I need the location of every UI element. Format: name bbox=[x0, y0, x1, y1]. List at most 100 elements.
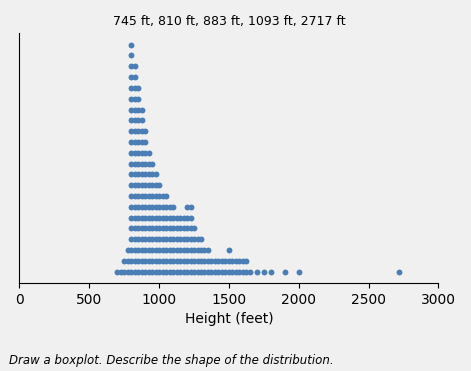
Point bbox=[159, 226, 166, 232]
Point bbox=[183, 247, 191, 253]
Point bbox=[127, 74, 135, 80]
Point bbox=[127, 128, 135, 134]
Point bbox=[155, 204, 163, 210]
Point bbox=[131, 247, 138, 253]
Point bbox=[127, 182, 135, 188]
Point bbox=[121, 258, 128, 264]
Point bbox=[138, 204, 146, 210]
Point bbox=[152, 236, 159, 242]
Point bbox=[260, 269, 268, 275]
Point bbox=[152, 204, 159, 210]
Point bbox=[218, 269, 226, 275]
Point bbox=[187, 204, 194, 210]
Point bbox=[228, 269, 236, 275]
Point bbox=[138, 193, 146, 199]
Point bbox=[152, 171, 159, 177]
Point bbox=[127, 106, 135, 112]
Point bbox=[253, 269, 260, 275]
Point bbox=[148, 269, 156, 275]
Point bbox=[131, 161, 138, 167]
Point bbox=[134, 236, 142, 242]
Point bbox=[145, 258, 153, 264]
Point bbox=[180, 236, 187, 242]
Point bbox=[127, 161, 135, 167]
Point bbox=[187, 215, 194, 221]
Point bbox=[176, 226, 184, 232]
Point bbox=[131, 128, 138, 134]
Point bbox=[152, 269, 159, 275]
Point bbox=[215, 269, 222, 275]
Point bbox=[131, 258, 138, 264]
Point bbox=[131, 139, 138, 145]
Point bbox=[190, 269, 198, 275]
X-axis label: Height (feet): Height (feet) bbox=[185, 312, 273, 326]
Point bbox=[173, 247, 180, 253]
Point bbox=[138, 236, 146, 242]
Point bbox=[190, 247, 198, 253]
Point bbox=[131, 150, 138, 156]
Point bbox=[173, 269, 180, 275]
Point bbox=[141, 193, 149, 199]
Point bbox=[131, 171, 138, 177]
Point bbox=[134, 204, 142, 210]
Point bbox=[190, 258, 198, 264]
Point bbox=[141, 226, 149, 232]
Point bbox=[134, 258, 142, 264]
Point bbox=[169, 226, 177, 232]
Point bbox=[173, 226, 180, 232]
Point bbox=[222, 258, 229, 264]
Point bbox=[281, 269, 289, 275]
Point bbox=[141, 215, 149, 221]
Text: Draw a boxplot. Describe the shape of the distribution.: Draw a boxplot. Describe the shape of th… bbox=[9, 354, 334, 367]
Point bbox=[145, 193, 153, 199]
Point bbox=[201, 258, 208, 264]
Point bbox=[239, 258, 247, 264]
Point bbox=[232, 258, 240, 264]
Point bbox=[131, 193, 138, 199]
Point bbox=[145, 182, 153, 188]
Point bbox=[152, 215, 159, 221]
Point bbox=[127, 150, 135, 156]
Point bbox=[159, 269, 166, 275]
Point bbox=[134, 106, 142, 112]
Point bbox=[395, 269, 403, 275]
Point bbox=[141, 128, 149, 134]
Point bbox=[162, 247, 170, 253]
Point bbox=[141, 171, 149, 177]
Point bbox=[176, 269, 184, 275]
Point bbox=[187, 269, 194, 275]
Point bbox=[173, 215, 180, 221]
Point bbox=[166, 204, 173, 210]
Point bbox=[243, 269, 250, 275]
Point bbox=[145, 204, 153, 210]
Point bbox=[162, 204, 170, 210]
Point bbox=[152, 247, 159, 253]
Point bbox=[176, 258, 184, 264]
Point bbox=[127, 226, 135, 232]
Point bbox=[162, 258, 170, 264]
Point bbox=[239, 269, 247, 275]
Point bbox=[127, 269, 135, 275]
Point bbox=[131, 226, 138, 232]
Point bbox=[162, 269, 170, 275]
Point bbox=[152, 193, 159, 199]
Point bbox=[127, 42, 135, 47]
Point bbox=[138, 171, 146, 177]
Point bbox=[148, 182, 156, 188]
Point bbox=[148, 247, 156, 253]
Point bbox=[141, 247, 149, 253]
Point bbox=[145, 171, 153, 177]
Point bbox=[127, 139, 135, 145]
Point bbox=[134, 128, 142, 134]
Point bbox=[141, 269, 149, 275]
Point bbox=[134, 85, 142, 91]
Point bbox=[131, 74, 138, 80]
Point bbox=[141, 161, 149, 167]
Point bbox=[225, 269, 233, 275]
Point bbox=[134, 269, 142, 275]
Point bbox=[145, 269, 153, 275]
Point bbox=[138, 247, 146, 253]
Point bbox=[162, 215, 170, 221]
Point bbox=[148, 226, 156, 232]
Point bbox=[134, 171, 142, 177]
